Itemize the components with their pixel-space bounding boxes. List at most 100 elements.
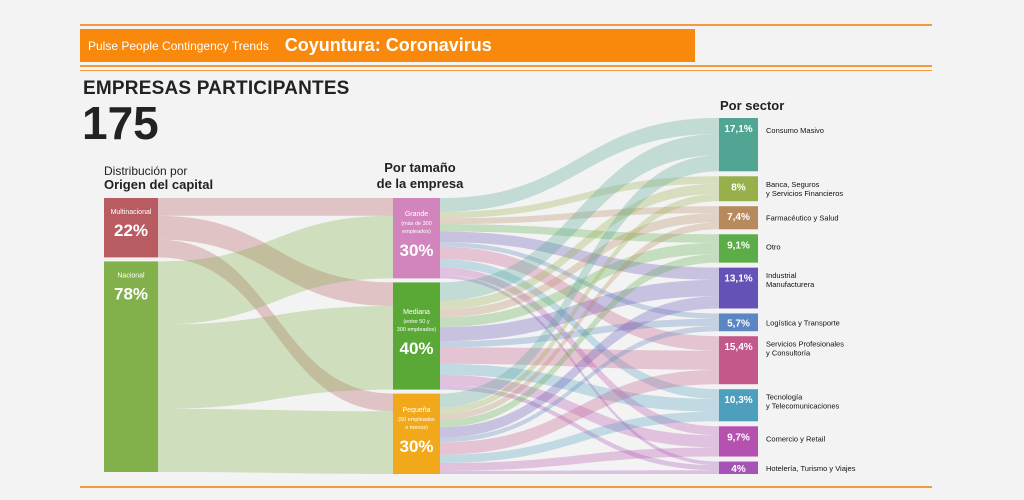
size-node [393, 282, 440, 390]
sector-node-pct: 10,3% [724, 395, 752, 406]
sector-node-pct: 9,1% [727, 240, 750, 251]
link-size-to-sector [440, 118, 719, 212]
sector-node-pct: 4% [731, 464, 746, 475]
origin-node-pct: 22% [114, 221, 148, 240]
sankey-links [158, 118, 719, 474]
sector-node [719, 234, 758, 263]
sector-node [719, 389, 758, 422]
link-size-to-sector [440, 275, 719, 466]
link-size-to-sector [440, 363, 719, 412]
sector-node [719, 313, 758, 332]
link-size-to-sector [440, 385, 719, 471]
bottom-rule [80, 486, 932, 488]
sector-label: y Servicios Financieros [766, 189, 843, 198]
size-node-label: (entre 50 y [403, 319, 430, 325]
link-size-to-sector [440, 242, 719, 319]
link-size-to-sector [440, 231, 719, 280]
rule-upper [80, 65, 932, 67]
sector-label: Manufacturera [766, 280, 815, 289]
size-node-label: Mediana [403, 309, 430, 316]
size-node-label: Pequeña [402, 407, 430, 414]
origin-node [104, 261, 158, 472]
link-origin-to-size [158, 215, 393, 306]
link-size-to-sector [440, 369, 719, 455]
link-size-to-sector [440, 242, 719, 328]
banner: Pulse People Contingency Trends Coyuntur… [80, 29, 695, 62]
link-size-to-sector [440, 206, 719, 225]
link-size-to-sector [440, 374, 719, 448]
size-node-pct: 30% [399, 241, 433, 260]
link-size-to-sector [440, 133, 719, 301]
sector-node-pct: 5,7% [727, 318, 750, 329]
size-node-label: (más de 300 [401, 221, 432, 227]
link-size-to-sector [440, 347, 719, 370]
size-column-label: Por tamaño de la empresa [360, 160, 480, 192]
sector-label: Consumo Masivo [766, 126, 824, 135]
link-size-to-sector [440, 193, 719, 414]
origin-label-line1: Distribución por [104, 164, 188, 178]
size-node-pct: 40% [399, 339, 433, 358]
sector-node-pct: 9,7% [727, 432, 750, 443]
size-node [393, 198, 440, 279]
sector-label: Comercio y Retail [766, 434, 826, 443]
link-size-to-sector [440, 155, 719, 408]
sector-label: Banca, Seguros [766, 180, 820, 189]
participants-count: 175 [82, 97, 159, 149]
sector-node [719, 336, 758, 385]
size-node [393, 393, 440, 474]
link-size-to-sector [440, 296, 719, 438]
link-size-to-sector [440, 213, 719, 318]
top-rule [80, 24, 932, 26]
link-size-to-sector [440, 222, 719, 420]
sector-node [719, 176, 758, 202]
sector-node [719, 206, 758, 230]
link-size-to-sector [440, 224, 719, 243]
link-size-to-sector [440, 325, 719, 443]
rule-lower [80, 70, 932, 71]
sector-label: Logística y Transporte [766, 318, 840, 327]
sector-label: y Consultoría [766, 349, 811, 358]
link-size-to-sector [440, 470, 719, 474]
sector-node-pct: 15,4% [724, 342, 752, 353]
sector-label: Otro [766, 242, 781, 251]
sector-label: Industrial [766, 271, 797, 280]
link-size-to-sector [440, 183, 719, 310]
banner-title: Coyuntura: Coronavirus [284, 35, 492, 55]
sector-node [719, 118, 758, 172]
size-node-label: 300 empleados) [397, 327, 437, 333]
size-label-line2: de la empresa [376, 176, 464, 191]
sector-label: y Telecomunicaciones [766, 402, 839, 411]
link-origin-to-size [158, 305, 393, 409]
origin-node [104, 198, 158, 258]
sector-node-pct: 8% [731, 182, 746, 193]
link-size-to-sector [440, 254, 719, 428]
sector-node-pct: 13,1% [724, 274, 752, 285]
sector-node [719, 426, 758, 457]
size-node-label: Grande [405, 211, 428, 218]
sector-column-label: Por sector [720, 98, 785, 113]
link-size-to-sector [440, 246, 719, 351]
banner-subtitle: Pulse People Contingency Trends [88, 38, 269, 53]
sector-label: Farmacéutico y Salud [766, 214, 839, 223]
link-size-to-sector [440, 411, 719, 463]
link-size-to-sector [440, 447, 719, 471]
origin-node-pct: 78% [114, 284, 148, 303]
origin-node-label: Nacional [117, 272, 145, 279]
link-origin-to-size [158, 239, 393, 412]
size-node-pct: 30% [399, 437, 433, 456]
origin-label-line2: Origen del capital [104, 177, 214, 192]
link-origin-to-size [158, 215, 393, 325]
link-size-to-sector [440, 318, 719, 348]
origin-node-label: Multinacional [111, 209, 152, 216]
link-size-to-sector [440, 259, 719, 399]
sankey-nodes: Multinacional 22% Nacional 78% Grande (más de… [104, 118, 856, 475]
sector-label: Servicios Profesionales [766, 340, 844, 349]
sector-node [719, 267, 758, 309]
size-label-line1: Por tamaño [384, 160, 456, 175]
size-node-label: o menos) [405, 425, 428, 431]
sector-node [719, 461, 758, 474]
size-node-label: empleados) [402, 229, 431, 235]
size-node-label: (50 empleados [398, 417, 435, 423]
link-origin-to-size [158, 198, 393, 216]
